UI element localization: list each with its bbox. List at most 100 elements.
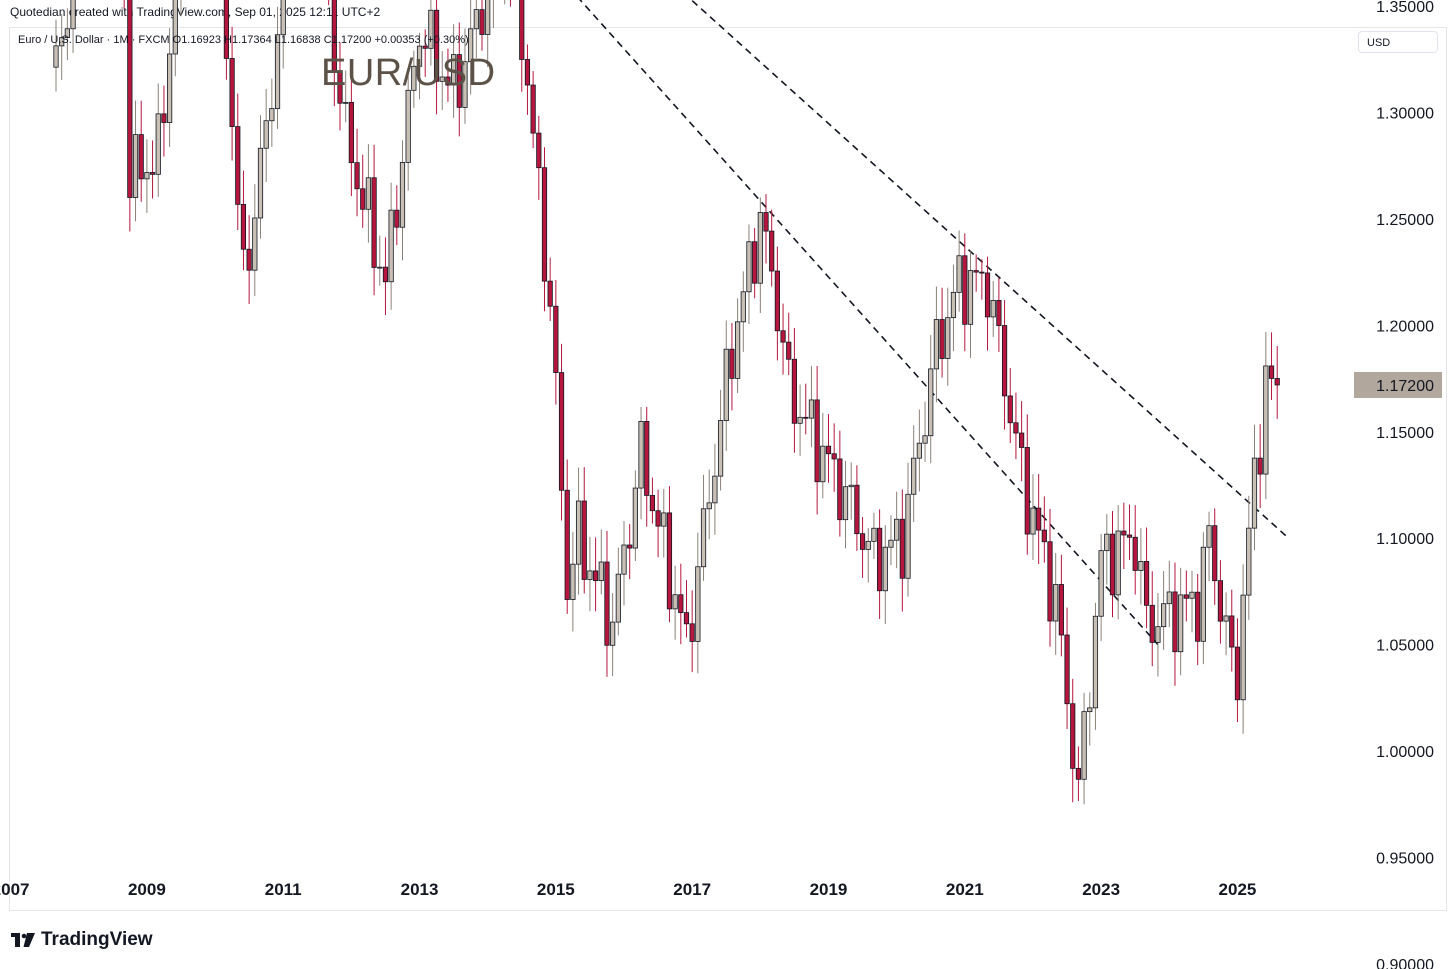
candle — [223, 0, 230, 80]
trendline[interactable] — [113, 0, 1290, 539]
candle — [360, 154, 366, 228]
candle — [672, 565, 678, 640]
candle — [144, 139, 150, 213]
candle — [950, 264, 957, 352]
candle — [343, 70, 349, 123]
candle — [1013, 392, 1019, 460]
time-tick-label: 2011 — [265, 880, 302, 899]
candle — [967, 251, 974, 358]
candle — [428, 0, 434, 66]
candle — [1070, 678, 1076, 803]
candle — [979, 259, 985, 300]
candle — [882, 525, 888, 624]
candle — [1223, 592, 1229, 656]
candle — [405, 71, 411, 191]
candle — [933, 286, 940, 403]
candle — [615, 547, 621, 636]
candle — [1212, 508, 1218, 605]
candle — [854, 465, 860, 551]
candle — [1047, 508, 1053, 647]
candle — [1161, 571, 1167, 650]
candle — [1178, 567, 1184, 676]
candle — [752, 227, 758, 299]
candle — [1274, 345, 1280, 419]
candle — [509, 0, 511, 7]
candle — [485, 0, 491, 68]
candle — [70, 0, 76, 53]
candle — [837, 430, 843, 537]
candle — [683, 580, 690, 638]
time-tick-label: 2009 — [128, 880, 166, 899]
candle — [348, 69, 354, 197]
candle — [382, 237, 389, 316]
candle — [1166, 560, 1172, 628]
candle — [1087, 692, 1093, 746]
chart-title: EUR/USD — [321, 52, 496, 94]
candle — [1064, 607, 1070, 729]
candle — [717, 389, 724, 491]
candle — [53, 19, 59, 92]
price-tick-label: 1.35000 — [1376, 0, 1434, 16]
candle — [1229, 589, 1235, 672]
candle — [1121, 502, 1127, 570]
price-tick-label: 0.90000 — [1376, 957, 1434, 969]
candle — [229, 26, 235, 161]
candle — [354, 128, 360, 217]
candle — [337, 42, 343, 131]
candle — [280, 0, 286, 69]
candle — [1240, 564, 1246, 734]
candle — [666, 486, 673, 623]
candle — [451, 24, 457, 118]
tradingview-logo-icon — [11, 933, 35, 947]
trendline[interactable] — [113, 0, 1159, 646]
candle — [814, 366, 820, 515]
candle — [1195, 573, 1201, 666]
candle — [1030, 474, 1036, 560]
candle — [1098, 533, 1104, 641]
candle — [859, 517, 866, 578]
candle — [257, 115, 264, 239]
currency-button[interactable]: USD — [1358, 31, 1438, 53]
candle — [786, 312, 792, 376]
candle — [1092, 602, 1099, 730]
candle — [1019, 401, 1025, 482]
chart-credit: Quotedian created with TradingView.com, … — [10, 5, 381, 19]
last-price-label: 1.17200 — [1376, 378, 1434, 395]
candle — [371, 144, 377, 296]
candle — [820, 412, 826, 499]
chart-frame — [9, 27, 1447, 911]
candle — [473, 0, 479, 59]
candle — [984, 256, 991, 351]
candle — [621, 521, 627, 606]
candle — [808, 365, 815, 448]
last-price-marker: 1.17200 — [1354, 371, 1442, 398]
price-tick-label: 1.15000 — [1376, 425, 1434, 442]
time-axis: 2007 2009 2011 2013 2015 2017 2019 2021 2023 2025 — [0, 880, 1256, 899]
price-axis: 1.650001.600001.550001.500001.450001.400… — [1376, 0, 1434, 969]
price-tick-label: 1.00000 — [1376, 744, 1434, 761]
candle — [1246, 495, 1252, 620]
candle — [632, 470, 638, 561]
candle — [649, 477, 656, 524]
candle — [149, 140, 156, 199]
candle — [939, 287, 945, 378]
candle — [445, 48, 451, 102]
candle — [1183, 570, 1189, 622]
candle — [825, 414, 832, 483]
candle — [1075, 746, 1082, 801]
tradingview-logo[interactable]: TradingView — [11, 929, 153, 951]
candle — [167, 28, 173, 147]
candle — [1132, 505, 1138, 595]
candle — [757, 197, 763, 314]
candle — [524, 44, 531, 115]
candle — [558, 343, 565, 521]
candle — [536, 115, 542, 200]
candle — [780, 303, 786, 375]
candle — [564, 459, 570, 614]
candle — [1138, 528, 1144, 605]
candles-group — [53, 0, 1280, 805]
candle — [604, 531, 610, 677]
candle — [916, 409, 922, 492]
candle — [1058, 554, 1064, 657]
